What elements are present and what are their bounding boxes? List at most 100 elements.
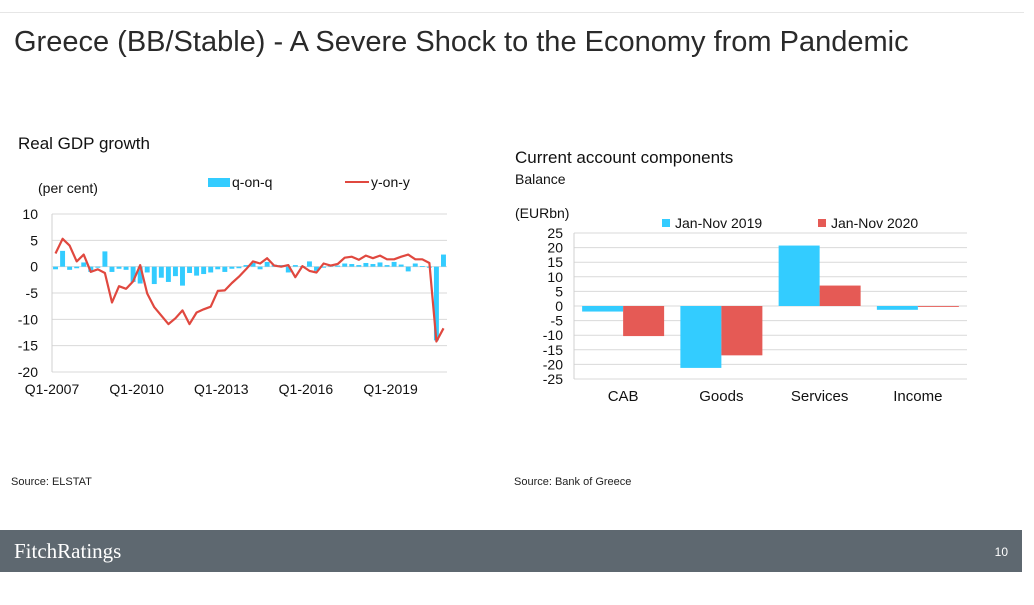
- gdp-qoq-bar: [314, 266, 319, 271]
- gdp-qoq-bar: [412, 263, 418, 267]
- ca-y-tick-label: -20: [543, 356, 563, 372]
- footer-bar: FitchRatings 10: [0, 530, 1022, 572]
- legend-2020-label: Jan-Nov 2020: [831, 215, 919, 231]
- legend-yoy: y-on-y: [345, 174, 410, 190]
- gdp-qoq-bar: [335, 265, 341, 267]
- gdp-qoq-bar: [264, 261, 270, 267]
- gdp-x-tick-label: Q1-2013: [194, 381, 249, 397]
- ca-category-label: Income: [893, 388, 942, 405]
- legend-2019: Jan-Nov 2019: [662, 215, 762, 231]
- gdp-qoq-bar: [158, 266, 164, 278]
- legend-qoq-swatch: [208, 177, 230, 187]
- gdp-qoq-bar: [391, 261, 397, 267]
- gdp-x-tick-label: Q1-2010: [109, 381, 164, 397]
- ca-bar-2020: [721, 306, 763, 356]
- ca-y-tick-label: 10: [547, 269, 563, 285]
- gdp-qoq-bar: [116, 266, 122, 269]
- gdp-chart-title: Real GDP growth: [18, 134, 150, 153]
- gdp-qoq-bar: [441, 254, 446, 267]
- gdp-y-tick-label: -20: [18, 364, 38, 380]
- ca-source: Source: Bank of Greece: [514, 476, 632, 488]
- gdp-qoq-bar: [363, 262, 369, 267]
- ca-y-tick-label: 15: [547, 254, 563, 270]
- ca-category-label: CAB: [608, 388, 639, 405]
- gdp-qoq-bar: [285, 266, 291, 273]
- gdp-qoq-bar: [405, 266, 411, 272]
- gdp-qoq-bar: [165, 266, 171, 282]
- gdp-y-tick-label: -15: [18, 338, 38, 354]
- gdp-qoq-bar: [67, 266, 73, 270]
- gdp-qoq-bar: [144, 266, 150, 273]
- ca-bar-2019: [876, 306, 918, 310]
- gdp-qoq-bar: [151, 266, 157, 285]
- gdp-qoq-bar: [180, 266, 185, 286]
- gdp-qoq-bar: [292, 265, 298, 267]
- gdp-x-tick-label: Q1-2016: [279, 381, 334, 397]
- gdp-y-tick-label: -5: [26, 285, 39, 301]
- gdp-qoq-bar: [236, 266, 242, 269]
- legend-yoy-label: y-on-y: [371, 174, 410, 190]
- gdp-qoq-bar: [321, 266, 327, 268]
- gdp-y-tick-label: -10: [18, 311, 38, 327]
- gdp-qoq-bar: [102, 251, 108, 267]
- legend-yoy-swatch: [345, 181, 369, 183]
- gdp-qoq-bar: [123, 266, 129, 270]
- gdp-qoq-bar: [95, 266, 101, 268]
- gdp-qoq-bar: [250, 262, 256, 267]
- gdp-y-tick-label: 0: [30, 259, 38, 275]
- legend-2019-label: Jan-Nov 2019: [675, 215, 763, 231]
- gdp-qoq-bar: [398, 264, 404, 267]
- gdp-qoq-bar: [356, 265, 362, 267]
- legend-qoq: q-on-q: [208, 174, 272, 190]
- ca-bar-2020: [819, 285, 861, 306]
- ca-bar-2019: [778, 245, 820, 306]
- ca-y-tick-label: -25: [543, 371, 563, 387]
- gdp-qoq-bar: [60, 250, 66, 267]
- gdp-qoq-bar: [377, 262, 383, 267]
- top-rule: [0, 12, 1024, 13]
- gdp-qoq-bar: [130, 266, 136, 282]
- fitch-ratings-logo: FitchRatings: [14, 539, 122, 563]
- gdp-qoq-bar: [53, 266, 58, 270]
- legend-2020-swatch: [818, 219, 826, 227]
- gdp-source: Source: ELSTAT: [11, 476, 92, 488]
- ca-y-tick-label: -10: [543, 327, 563, 343]
- gdp-unit-label: (per cent): [38, 180, 98, 196]
- ca-bar-2020: [623, 306, 665, 337]
- gdp-qoq-bar: [208, 266, 214, 273]
- gdp-qoq-bar: [306, 261, 312, 267]
- legend-2020: Jan-Nov 2020: [818, 215, 918, 231]
- gdp-qoq-bar: [222, 266, 228, 272]
- gdp-y-tick-label: 5: [30, 232, 38, 248]
- ca-chart-title: Current account components: [515, 148, 734, 167]
- page-title: Greece (BB/Stable) - A Severe Shock to t…: [14, 26, 909, 58]
- ca-bar-2019: [582, 306, 624, 312]
- gdp-qoq-bar: [384, 265, 390, 267]
- ca-unit-label: (EURbn): [515, 205, 570, 221]
- legend-2019-swatch: [662, 219, 670, 227]
- gdp-qoq-bar: [433, 266, 439, 341]
- ca-y-tick-label: -15: [543, 342, 563, 358]
- gdp-qoq-bar: [342, 263, 348, 267]
- gdp-x-tick-label: Q1-2007: [25, 381, 80, 397]
- gdp-qoq-bar: [243, 265, 249, 267]
- ca-bar-2019: [680, 306, 722, 368]
- gdp-qoq-bar: [215, 266, 221, 270]
- ca-category-label: Goods: [699, 388, 743, 405]
- legend-qoq-label: q-on-q: [232, 174, 273, 190]
- ca-y-tick-label: 0: [555, 298, 563, 314]
- gdp-x-tick-label: Q1-2019: [363, 381, 418, 397]
- gdp-qoq-bar: [370, 264, 376, 267]
- ca-y-tick-label: 25: [547, 225, 563, 241]
- ca-bar-2020: [917, 306, 959, 307]
- ca-y-tick-label: 5: [555, 283, 563, 299]
- gdp-qoq-bar: [74, 266, 80, 269]
- gdp-qoq-bar: [349, 264, 355, 267]
- gdp-qoq-bar: [229, 266, 235, 269]
- ca-y-tick-label: -5: [551, 313, 564, 329]
- gdp-qoq-bar: [172, 266, 178, 277]
- gdp-qoq-bar: [419, 266, 425, 267]
- gdp-qoq-bar: [109, 266, 115, 272]
